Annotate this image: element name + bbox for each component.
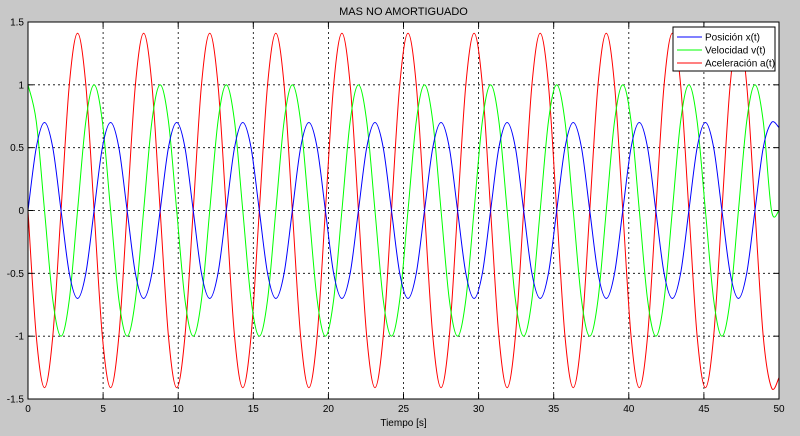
y-tick-label: -0.5 <box>7 269 25 280</box>
series-lines <box>27 32 780 390</box>
series-line-velocidad-v-t <box>27 84 780 337</box>
y-tick-label: 0.5 <box>10 143 24 154</box>
x-tick-label: 15 <box>248 404 260 415</box>
x-tick-label: 50 <box>773 404 785 415</box>
y-tick-label: 1 <box>18 80 24 91</box>
grid <box>28 22 779 399</box>
axis-ticks: 0 5 10 15 20 25 30 35 40 45 50 -1.5 -1 -0.5 0 0.5 1 1.5 <box>7 18 785 416</box>
x-axis-label: Tiempo [s] <box>380 418 427 429</box>
y-tick-label: -1 <box>15 332 24 343</box>
x-tick-label: 5 <box>100 404 106 415</box>
series-line-posicion-x-t <box>27 121 780 299</box>
x-tick-label: 30 <box>473 404 485 415</box>
legend-label-velocidad-v-t: Velocidad v(t) <box>705 46 766 57</box>
legend-label-aceleracion-a-t: Aceleración a(t) <box>705 59 775 70</box>
legend-box <box>672 26 776 72</box>
legend: Posición x(t) Velocidad v(t) Aceleración a… <box>672 26 776 72</box>
y-tick-label: 0 <box>18 206 24 217</box>
x-tick-label: 25 <box>398 404 410 415</box>
x-tick-label: 35 <box>548 404 560 415</box>
x-tick-label: 40 <box>623 404 635 415</box>
y-tick-label: -1.5 <box>7 395 25 406</box>
x-tick-label: 10 <box>173 404 185 415</box>
y-tick-label: 1.5 <box>10 18 24 29</box>
x-tick-label: 45 <box>698 404 710 415</box>
x-tick-label: 0 <box>25 404 31 415</box>
chart-title: MAS NO AMORTIGUADO <box>339 6 468 18</box>
x-tick-label: 20 <box>323 404 335 415</box>
legend-label-posicion-x-t: Posición x(t) <box>705 33 760 44</box>
